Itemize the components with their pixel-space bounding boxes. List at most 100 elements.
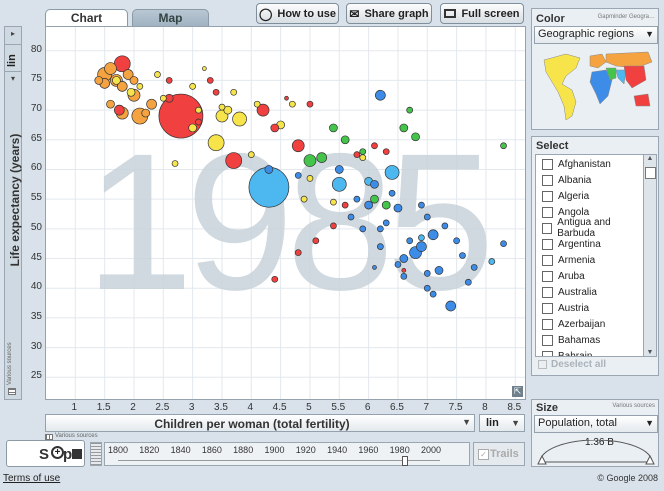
country-list-item[interactable]: Afghanistan [542,156,611,172]
country-list-item[interactable]: Armenia [542,252,595,268]
country-bubble[interactable] [423,270,431,277]
country-bubble[interactable] [94,76,104,85]
scroll-down-icon[interactable]: ▼ [646,349,654,356]
y-axis-sources[interactable]: Various sources [7,342,13,385]
country-bubble[interactable] [445,300,457,312]
scroll-thumb[interactable] [645,167,656,179]
country-bubble[interactable] [207,134,225,152]
country-bubble[interactable] [230,88,238,96]
country-bubble[interactable] [189,83,196,90]
country-bubble[interactable] [399,123,409,133]
size-gauge[interactable] [536,440,656,466]
country-bubble[interactable] [146,98,157,110]
country-bubble[interactable] [370,179,379,189]
country-bubble[interactable] [364,200,373,210]
country-checkbox[interactable] [542,302,553,314]
y-sources-icon[interactable] [8,388,16,395]
country-list-scrollbar[interactable]: ▲ ▼ [643,154,657,357]
country-bubble[interactable] [359,225,367,233]
country-bubble[interactable] [188,123,197,133]
country-bubble[interactable] [126,87,136,97]
country-bubble[interactable] [284,95,289,101]
country-checkbox[interactable] [542,238,553,250]
share-graph-button[interactable]: ✉ Share graph [346,3,432,24]
country-list-item[interactable]: Bahamas [542,332,600,348]
deselect-all-button[interactable]: Deselect all [538,359,606,370]
bubble-chart[interactable]: 1985 ⇱ [45,26,526,400]
y-panel-toggle-button[interactable]: ▸ [10,29,15,38]
country-bubble[interactable] [375,89,386,101]
country-bubble[interactable] [371,142,378,150]
trails-toggle[interactable]: ✓ Trails [473,442,525,466]
country-bubble[interactable] [247,151,255,158]
timeline-track[interactable] [104,442,470,466]
stop-button[interactable]: Stop S + p [6,440,85,467]
country-bubble[interactable] [306,100,314,108]
country-bubble[interactable] [212,88,220,96]
scroll-up-icon[interactable]: ▲ [646,155,654,162]
country-checkbox[interactable] [542,222,553,234]
country-list-item[interactable]: Albania [542,172,591,188]
x-axis-indicator-dropdown[interactable]: Children per woman (total fertility) ▼ [45,414,475,432]
country-checkbox[interactable] [542,350,553,356]
timeline-slider-handle[interactable] [402,456,408,466]
country-bubble[interactable] [122,69,134,80]
country-bubble[interactable] [113,104,125,116]
country-bubble[interactable] [330,222,337,230]
country-bubble[interactable] [411,132,420,142]
country-checkbox[interactable] [542,174,553,186]
country-bubble[interactable] [331,176,347,192]
country-bubble[interactable] [372,265,377,270]
country-bubble[interactable] [377,243,384,251]
country-bubble[interactable] [159,94,167,102]
country-bubble[interactable] [406,237,414,245]
country-bubble[interactable] [294,172,302,179]
country-bubble[interactable] [427,229,439,241]
country-bubble[interactable] [340,135,350,145]
tab-map[interactable]: Map [132,9,209,27]
country-checkbox[interactable] [542,270,553,282]
country-bubble[interactable] [206,77,214,84]
y-scale-button[interactable]: lin [4,44,22,72]
country-bubble[interactable] [291,139,305,153]
country-bubble[interactable] [303,154,317,167]
country-bubble[interactable] [500,240,507,248]
country-checkbox[interactable] [542,254,553,266]
country-bubble[interactable] [129,76,139,85]
country-bubble[interactable] [347,213,355,221]
country-bubble[interactable] [353,195,361,203]
country-bubble[interactable] [223,105,233,115]
country-bubble[interactable] [406,106,414,114]
country-list-item[interactable]: Azerbaijan [542,316,605,332]
country-bubble[interactable] [141,108,151,118]
country-bubble[interactable] [270,123,280,133]
size-sources[interactable]: Various sources [612,403,655,409]
country-bubble[interactable] [353,151,361,158]
country-bubble[interactable] [329,123,338,133]
country-bubble[interactable] [370,194,379,204]
country-bubble[interactable] [306,175,314,182]
country-bubble[interactable] [382,219,390,227]
country-bubble[interactable] [271,275,279,283]
x-scale-dropdown[interactable]: lin ▼ [479,414,525,432]
country-bubble[interactable] [112,76,121,85]
country-bubble[interactable] [384,165,400,180]
country-list-item[interactable]: Argentina [542,236,601,252]
country-bubble[interactable] [253,100,261,108]
trails-checkbox[interactable]: ✓ [478,449,489,460]
country-bubble[interactable] [195,118,202,126]
country-checkbox[interactable] [542,334,553,346]
country-checkbox[interactable] [542,190,553,202]
country-list[interactable]: Afghanistan Albania Algeria Angola Antigua a… [535,154,645,357]
y-scale-dropdown-icon[interactable]: ▾ [10,74,15,83]
x-axis-sources[interactable]: Various sources [55,433,98,439]
country-bubble[interactable] [225,152,243,169]
country-list-item[interactable]: Angola [542,204,589,220]
country-bubble[interactable] [453,237,460,245]
country-bubble[interactable] [400,272,408,280]
x-sources-icon[interactable] [45,434,53,440]
country-bubble[interactable] [423,213,431,221]
country-list-item[interactable]: Antigua and Barbuda [542,217,644,239]
country-bubble[interactable] [434,266,444,275]
country-list-item[interactable]: Australia [542,284,597,300]
